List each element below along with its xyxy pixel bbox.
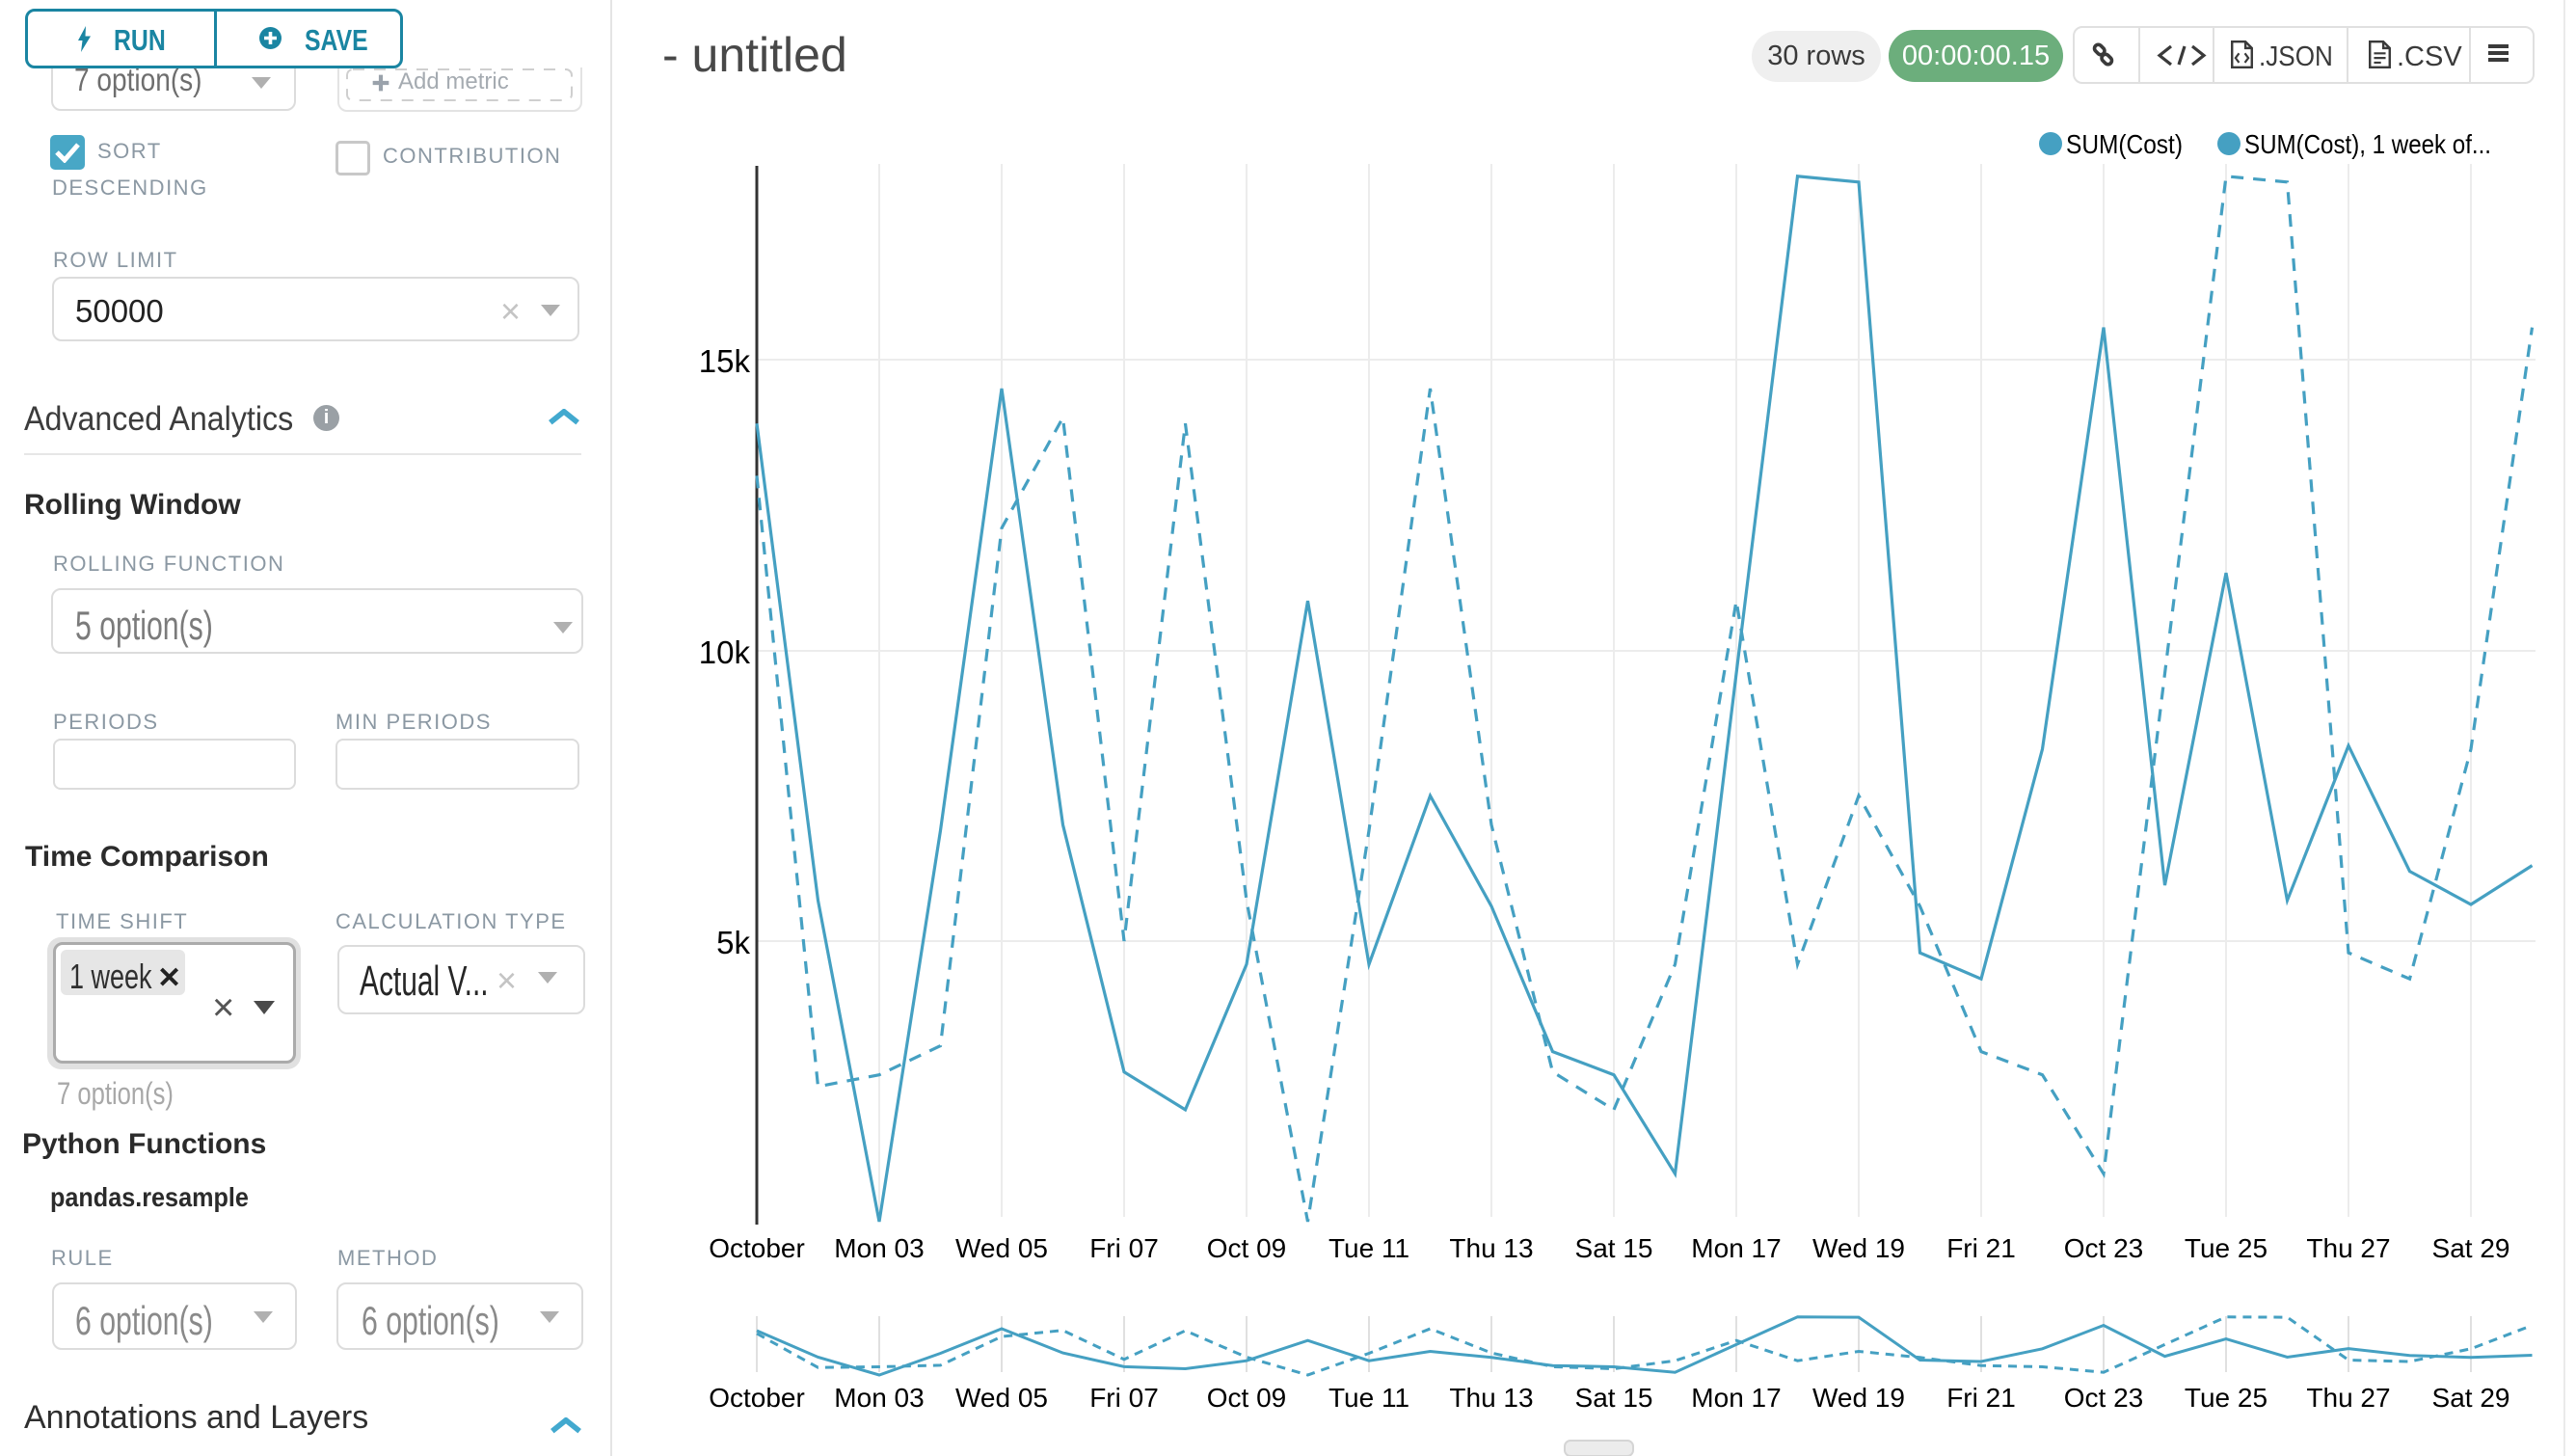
svg-text:Fri 07: Fri 07 [1089,1383,1159,1413]
svg-text:Fri 21: Fri 21 [1946,1233,2016,1263]
svg-text:Sat 15: Sat 15 [1575,1233,1653,1263]
svg-text:Sat 15: Sat 15 [1575,1383,1653,1413]
svg-text:Mon 17: Mon 17 [1691,1233,1781,1263]
svg-text:Tue 25: Tue 25 [2185,1233,2267,1263]
svg-text:10k: 10k [699,634,751,670]
svg-text:Oct 23: Oct 23 [2064,1383,2143,1413]
svg-text:Thu 13: Thu 13 [1449,1383,1533,1413]
svg-text:Tue 11: Tue 11 [1328,1233,1409,1263]
svg-text:Mon 03: Mon 03 [834,1233,924,1263]
svg-text:SUM(Cost): SUM(Cost) [2066,129,2183,159]
svg-text:Fri 07: Fri 07 [1089,1233,1159,1263]
svg-text:Oct 09: Oct 09 [1207,1233,1286,1263]
svg-text:Thu 27: Thu 27 [2306,1383,2390,1413]
svg-text:Wed 05: Wed 05 [955,1383,1048,1413]
svg-text:Wed 05: Wed 05 [955,1233,1048,1263]
svg-text:Thu 13: Thu 13 [1449,1233,1533,1263]
svg-text:Wed 19: Wed 19 [1812,1383,1905,1413]
svg-text:15k: 15k [699,343,751,379]
svg-text:Sat 29: Sat 29 [2432,1233,2510,1263]
svg-text:Oct 09: Oct 09 [1207,1383,1286,1413]
svg-text:Sat 29: Sat 29 [2432,1383,2510,1413]
svg-text:October: October [709,1233,805,1263]
svg-text:Oct 23: Oct 23 [2064,1233,2143,1263]
svg-text:Fri 21: Fri 21 [1946,1383,2016,1413]
svg-text:Mon 03: Mon 03 [834,1383,924,1413]
svg-text:SUM(Cost), 1 week of...: SUM(Cost), 1 week of... [2244,129,2491,159]
svg-text:Wed 19: Wed 19 [1812,1233,1905,1263]
svg-text:Mon 17: Mon 17 [1691,1383,1781,1413]
svg-text:Tue 25: Tue 25 [2185,1383,2267,1413]
svg-text:Tue 11: Tue 11 [1328,1383,1409,1413]
svg-text:Thu 27: Thu 27 [2306,1233,2390,1263]
svg-text:October: October [709,1383,805,1413]
svg-text:5k: 5k [716,925,750,960]
